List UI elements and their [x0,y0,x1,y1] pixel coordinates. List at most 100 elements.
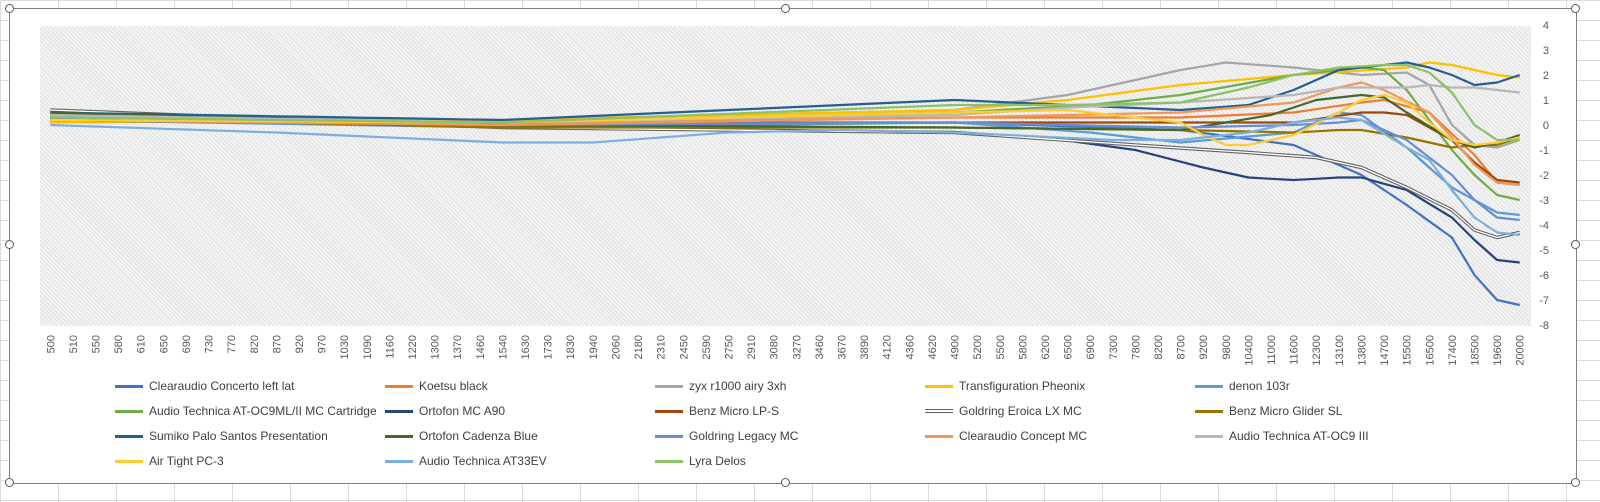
x-tick-label: 5500 [995,335,1007,359]
chart-legend[interactable]: Clearaudio Concerto left lat Koetsu black… [115,377,1565,470]
legend-item[interactable]: Clearaudio Concept MC [925,427,1195,445]
legend-swatch [115,409,143,413]
series-line-6[interactable] [50,111,1520,264]
legend-item[interactable]: Sumiko Palo Santos Presentation [115,427,385,445]
y-tick-label: 4 [1543,20,1549,32]
series-line-15[interactable] [50,93,1520,147]
legend-label: Benz Micro LP-S [689,404,780,418]
x-tick-label: 4900 [950,335,962,359]
legend-item[interactable]: Goldring Legacy MC [655,427,925,445]
x-tick-label: 11000 [1266,335,1278,365]
resize-handle-middle-right[interactable] [1571,240,1580,249]
legend-item[interactable]: Benz Micro Glider SL [1195,402,1465,420]
x-tick-label: 1220 [407,335,419,359]
legend-item[interactable]: Koetsu black [385,377,655,395]
series-line-0[interactable] [50,116,1520,307]
legend-label: Transfiguration Pheonix [959,379,1086,393]
series-line-3[interactable] [50,61,1520,124]
resize-handle-middle-left[interactable] [5,240,14,249]
resize-handle-top-middle[interactable] [781,4,790,13]
legend-swatch [115,459,143,463]
x-tick-label: 870 [271,335,283,353]
resize-handle-top-left[interactable] [5,4,14,13]
x-tick-label: 1090 [362,335,374,359]
legend-item[interactable]: Audio Technica AT-OC9ML/II MC Cartridge [115,402,385,420]
resize-handle-bottom-left[interactable] [5,478,14,487]
legend-swatch [655,459,683,463]
legend-label: Goldring Legacy MC [689,429,799,443]
x-tick-label: 13800 [1356,335,1368,366]
resize-handle-bottom-middle[interactable] [781,478,790,487]
legend-swatch [385,459,413,463]
legend-swatch [925,409,953,413]
x-tick-label: 8200 [1153,335,1165,359]
legend-item[interactable]: Transfiguration Pheonix [925,377,1195,395]
legend-swatch [1195,409,1223,413]
legend-item[interactable]: Audio Technica AT33EV [385,452,655,470]
x-tick-label: 1370 [452,335,464,359]
x-tick-label: 7300 [1108,335,1120,359]
resize-handle-top-right[interactable] [1571,4,1580,13]
x-tick-label: 1540 [497,335,509,359]
legend-label: Ortofon Cadenza Blue [419,429,538,443]
series-line-14[interactable] [50,83,1520,124]
legend-item[interactable]: zyx r1000 airy 3xh [655,377,925,395]
legend-item[interactable]: Audio Technica AT-OC9 III [1195,427,1465,445]
x-tick-label: 20000 [1515,335,1527,366]
x-tick-label: 1630 [520,335,532,359]
legend-item[interactable]: Ortofon Cadenza Blue [385,427,655,445]
x-tick-label: 2590 [701,335,713,359]
legend-item[interactable]: Air Tight PC-3 [115,452,385,470]
legend-item[interactable]: Benz Micro LP-S [655,402,925,420]
legend-swatch [655,434,683,438]
x-tick-label: 500 [45,335,57,353]
x-tick-label: 1830 [565,335,577,359]
legend-item[interactable]: denon 103r [1195,377,1465,395]
x-tick-label: 1730 [543,335,555,359]
y-tick-label: -2 [1539,170,1549,182]
x-tick-label: 7800 [1130,335,1142,359]
x-tick-label: 3270 [791,335,803,359]
x-tick-label: 580 [113,335,125,353]
x-tick-label: 13100 [1334,335,1346,366]
legend-item[interactable]: Goldring Eroica LX MC [925,402,1195,420]
legend-label: Air Tight PC-3 [149,454,224,468]
y-tick-label: -7 [1539,295,1549,307]
resize-handle-bottom-right[interactable] [1571,478,1580,487]
x-tick-label: 2060 [610,335,622,359]
legend-label: Koetsu black [419,379,488,393]
x-tick-label: 10400 [1243,335,1255,366]
x-tick-label: 2910 [746,335,758,359]
x-tick-label: 3670 [837,335,849,359]
series-line-13[interactable] [50,81,1520,187]
x-tick-label: 9200 [1198,335,1210,359]
legend-swatch [385,384,413,388]
x-tick-label: 5200 [972,335,984,359]
legend-label: Benz Micro Glider SL [1229,404,1343,418]
legend-label: Clearaudio Concept MC [959,429,1088,443]
x-tick-label: 9800 [1221,335,1233,359]
legend-label: Audio Technica AT-OC9 III [1229,429,1369,443]
series-line-16[interactable] [50,116,1520,237]
x-tick-label: 1940 [588,335,600,359]
x-tick-label: 12300 [1311,335,1323,366]
series-line-17[interactable] [50,63,1520,142]
x-tick-label: 1460 [475,335,487,359]
legend-item[interactable]: Lyra Delos [655,452,925,470]
y-tick-label: 3 [1543,45,1549,57]
x-tick-label: 11600 [1289,335,1301,365]
y-tick-label: 2 [1543,70,1549,82]
x-tick-label: 2180 [633,335,645,359]
x-tick-label: 610 [136,335,148,353]
x-tick-label: 510 [68,335,80,353]
legend-item[interactable]: Ortofon MC A90 [385,402,655,420]
x-tick-label: 4120 [882,335,894,359]
legend-label: Goldring Eroica LX MC [959,404,1082,418]
x-tick-label: 5800 [1017,335,1029,359]
x-tick-label: 2750 [723,335,735,359]
x-tick-label: 14700 [1379,335,1391,366]
x-tick-label: 16500 [1424,335,1436,366]
x-tick-label: 2450 [678,335,690,359]
legend-item[interactable]: Clearaudio Concerto left lat [115,377,385,395]
